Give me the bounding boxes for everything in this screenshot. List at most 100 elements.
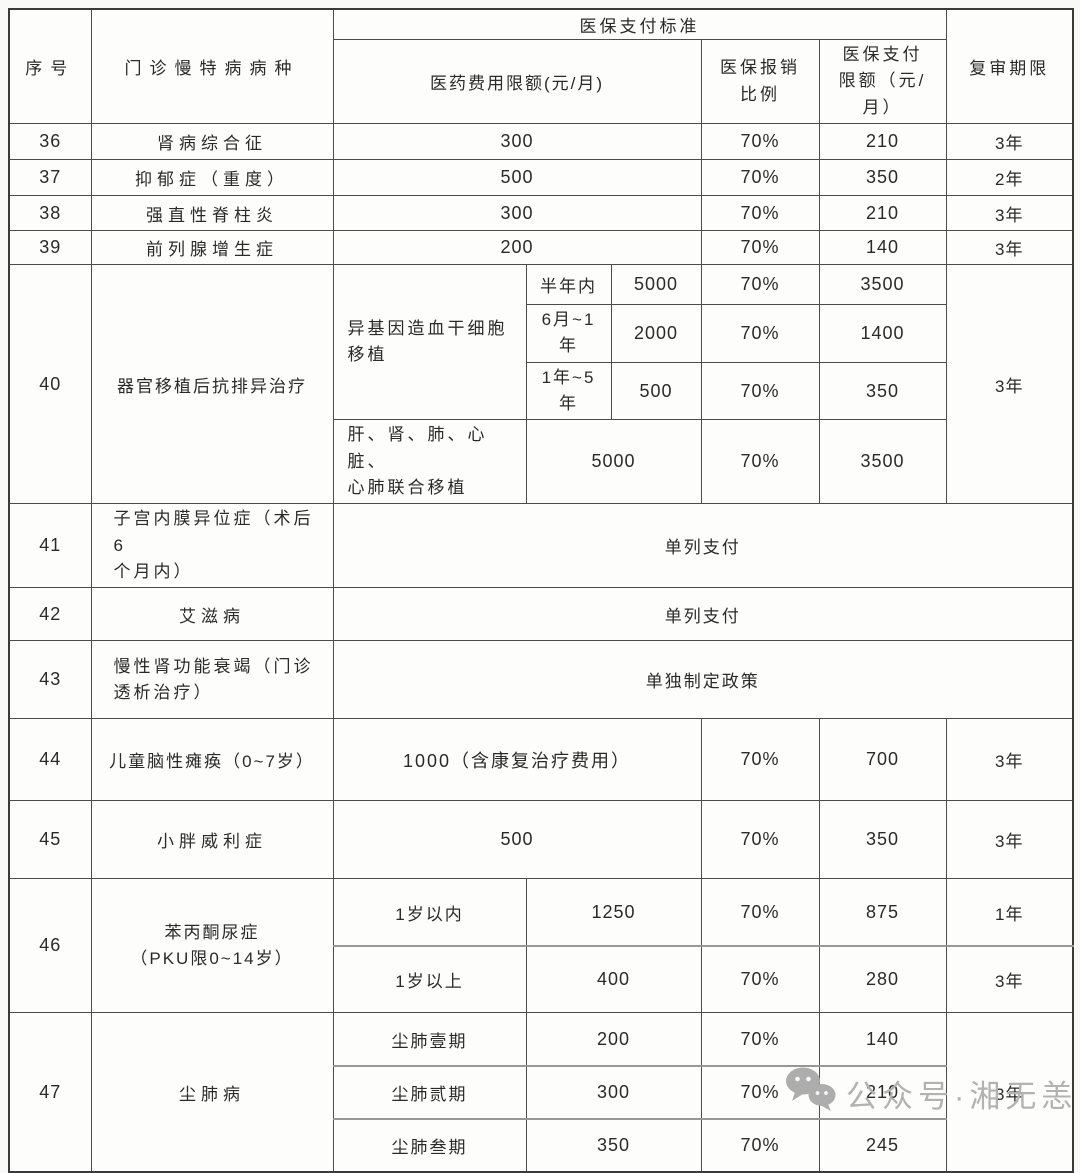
expense-limit: 5000: [525, 419, 702, 505]
review-period: 3年: [945, 800, 1074, 880]
expense-limit: 300: [525, 1064, 702, 1120]
table-row: 42 艾滋病 单列支付: [8, 587, 1074, 642]
table-row: 40 器官移植后抗排异治疗 异基因造血干细胞 移植 半年内 5000 70% 3…: [8, 264, 1074, 505]
reimburse-ratio: 70%: [700, 718, 820, 802]
expense-limit: 1250: [525, 878, 702, 947]
pay-limit: 210: [818, 123, 947, 161]
expense-limit: 300: [332, 123, 702, 161]
disease-name: 苯丙酮尿症 （PKU限0~14岁）: [90, 878, 334, 1014]
sub-name: 尘肺贰期: [332, 1064, 527, 1120]
policy-note: 单独制定政策: [332, 640, 1074, 720]
header-row-group: 序号 门诊慢特病病种 医保支付标准 复审期限: [8, 8, 1074, 125]
review-period: 3年: [945, 944, 1074, 1014]
sub-treatment-name: 异基因造血干细胞 移植: [332, 264, 527, 421]
expense-limit: 400: [525, 944, 702, 1014]
row-no: 43: [8, 640, 92, 720]
reimburse-ratio: 70%: [700, 123, 820, 161]
reimburse-ratio: 70%: [700, 800, 820, 880]
review-period: 3年: [945, 718, 1074, 802]
table-row: 41 子宫内膜异位症（术后6 个月内） 单列支付: [8, 503, 1074, 589]
header-reimburse-ratio: 医保报销 比例: [700, 38, 820, 125]
reimburse-ratio: 70%: [700, 264, 820, 306]
pay-limit: 245: [818, 1117, 947, 1173]
review-period: 1年: [945, 878, 1074, 947]
table-row: 45 小胖威利症 500 70% 350 3年: [8, 800, 1074, 880]
table-row: 38 强直性脊柱炎 300 70% 210 3年: [8, 195, 1074, 232]
expense-limit: 1000（含康复治疗费用）: [332, 718, 702, 802]
sub-period: 半年内: [525, 264, 612, 306]
expense-limit: 200: [525, 1012, 702, 1067]
table-row: 1岁以上 400 70% 280 3年: [9, 944, 1074, 1014]
disease-name: 肾病综合征: [90, 123, 334, 161]
disease-name: 儿童脑性瘫痪（0~7岁）: [90, 718, 334, 802]
row-no: 44: [8, 718, 92, 802]
header-pay-limit: 医保支付 限额（元/月）: [818, 38, 947, 125]
table-row: 46 苯丙酮尿症 （PKU限0~14岁） 1岁以内 1250 70% 875 1…: [8, 878, 1074, 1014]
reimburse-ratio: 70%: [700, 1117, 820, 1173]
review-period: 3年: [945, 230, 1074, 266]
table-row: 6月~1 年 2000 70% 1400: [9, 304, 1073, 363]
row-no: 45: [8, 800, 92, 880]
expense-limit: 500: [332, 159, 702, 197]
pay-limit: 1400: [818, 304, 947, 363]
table-row: 肝、肾、肺、心脏、 心肺联合移植 5000 70% 3500: [9, 419, 1073, 505]
review-period: 3年: [945, 264, 1074, 505]
sub-name: 1岁以内: [332, 878, 527, 947]
row-no: 47: [8, 1012, 92, 1173]
sub-name: 尘肺叁期: [332, 1117, 527, 1173]
scanned-policy-table-page: { "table": { "header": { "no": "序号", "di…: [0, 8, 1080, 1173]
header-row-sub: 医药费用限额(元/月) 医保报销 比例 医保支付 限额（元/月）: [9, 38, 1073, 125]
row-no: 41: [8, 503, 92, 589]
disease-name: 慢性肾功能衰竭（门诊 透析治疗）: [90, 640, 334, 720]
table-row: 36 肾病综合征 300 70% 210 3年: [8, 123, 1074, 161]
disease-name: 小胖威利症: [90, 800, 334, 880]
reimburse-ratio: 70%: [700, 878, 820, 947]
disease-name: 器官移植后抗排异治疗: [90, 264, 334, 505]
pay-limit: 140: [818, 230, 947, 266]
row-no: 46: [8, 878, 92, 1014]
reimburse-ratio: 70%: [700, 230, 820, 266]
table-row: 43 慢性肾功能衰竭（门诊 透析治疗） 单独制定政策: [8, 640, 1074, 720]
disease-name: 艾滋病: [90, 587, 334, 642]
pay-limit: 875: [818, 878, 947, 947]
header-disease: 门诊慢特病病种: [90, 8, 334, 125]
disease-name: 子宫内膜异位症（术后6 个月内）: [90, 503, 334, 589]
pay-limit: 210: [818, 1064, 947, 1120]
sub-period: 1年~5 年: [525, 361, 612, 421]
pay-limit: 280: [818, 944, 947, 1014]
reimburse-ratio: 70%: [700, 1012, 820, 1067]
disease-name: 强直性脊柱炎: [90, 195, 334, 232]
row-no: 39: [8, 230, 92, 266]
pay-limit: 700: [818, 718, 947, 802]
header-expense-limit: 医药费用限额(元/月): [332, 38, 702, 125]
disease-name: 尘肺病: [90, 1012, 334, 1173]
review-period: 3年: [945, 123, 1074, 161]
pay-limit: 140: [818, 1012, 947, 1067]
table-row: 39 前列腺增生症 200 70% 140 3年: [8, 230, 1074, 266]
disease-name: 抑郁症（重度）: [90, 159, 334, 197]
pay-limit: 3500: [818, 264, 947, 306]
policy-note: 单列支付: [332, 503, 1074, 589]
expense-limit: 2000: [610, 304, 702, 363]
sub-treatment-name: 肝、肾、肺、心脏、 心肺联合移植: [332, 419, 527, 505]
pay-limit: 350: [818, 361, 947, 421]
pay-limit: 3500: [818, 419, 947, 505]
row-no: 40: [8, 264, 92, 505]
pay-limit: 350: [818, 800, 947, 880]
review-period: 3年: [945, 195, 1074, 232]
insurance-payment-standard-table: 序号 门诊慢特病病种 医保支付标准 复审期限 医药费用限额(元/月) 医保报销 …: [8, 8, 1075, 1173]
expense-limit: 300: [332, 195, 702, 232]
expense-limit: 350: [525, 1117, 702, 1173]
header-review-period: 复审期限: [945, 8, 1074, 125]
reimburse-ratio: 70%: [700, 304, 820, 363]
table-row: 44 儿童脑性瘫痪（0~7岁） 1000（含康复治疗费用） 70% 700 3年: [8, 718, 1074, 802]
expense-limit: 500: [610, 361, 702, 421]
review-period: 3年: [945, 1012, 1074, 1173]
reimburse-ratio: 70%: [700, 944, 820, 1014]
pay-limit: 350: [818, 159, 947, 197]
reimburse-ratio: 70%: [700, 419, 820, 505]
expense-limit: 500: [332, 800, 702, 880]
table-row: 47 尘肺病 尘肺壹期 200 70% 140 3年: [8, 1012, 1074, 1173]
row-no: 36: [8, 123, 92, 161]
row-no: 42: [8, 587, 92, 642]
